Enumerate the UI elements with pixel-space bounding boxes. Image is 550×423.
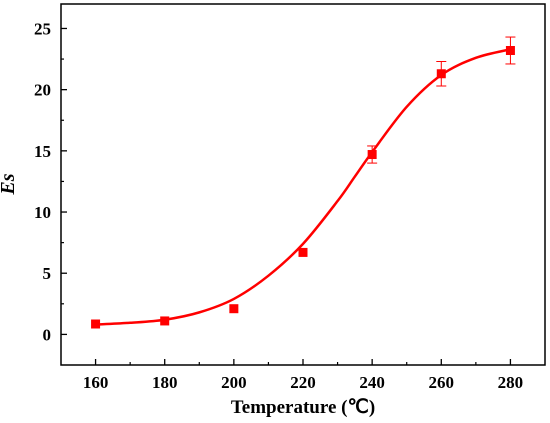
data-point — [160, 316, 170, 326]
y-tick-label: 15 — [34, 142, 51, 161]
y-tick-label: 5 — [43, 264, 52, 283]
x-axis-title: Temperature (℃) — [231, 397, 375, 418]
data-point — [298, 247, 308, 257]
fit-curve — [95, 48, 511, 326]
data-point — [505, 46, 515, 56]
x-tick-label: 260 — [429, 373, 455, 392]
y-tick-label: 20 — [34, 81, 51, 100]
data-point — [91, 319, 101, 329]
data-point — [436, 69, 446, 79]
data-point — [367, 150, 377, 160]
ticks-layer: 160 180 200 220 240 260 280 0 5 10 15 20 25 — [34, 19, 523, 392]
x-tick-label: 160 — [83, 373, 109, 392]
points-layer — [91, 36, 516, 329]
x-tick-label: 280 — [498, 373, 524, 392]
data-point — [229, 304, 239, 314]
x-tick-label: 200 — [221, 373, 247, 392]
y-tick-label: 25 — [34, 19, 51, 38]
x-tick-label: 220 — [290, 373, 316, 392]
y-axis-title: Es — [0, 173, 19, 195]
y-tick-label: 10 — [34, 203, 51, 222]
y-tick-label: 0 — [43, 325, 52, 344]
x-tick-label: 180 — [152, 373, 178, 392]
x-tick-label: 240 — [359, 373, 385, 392]
